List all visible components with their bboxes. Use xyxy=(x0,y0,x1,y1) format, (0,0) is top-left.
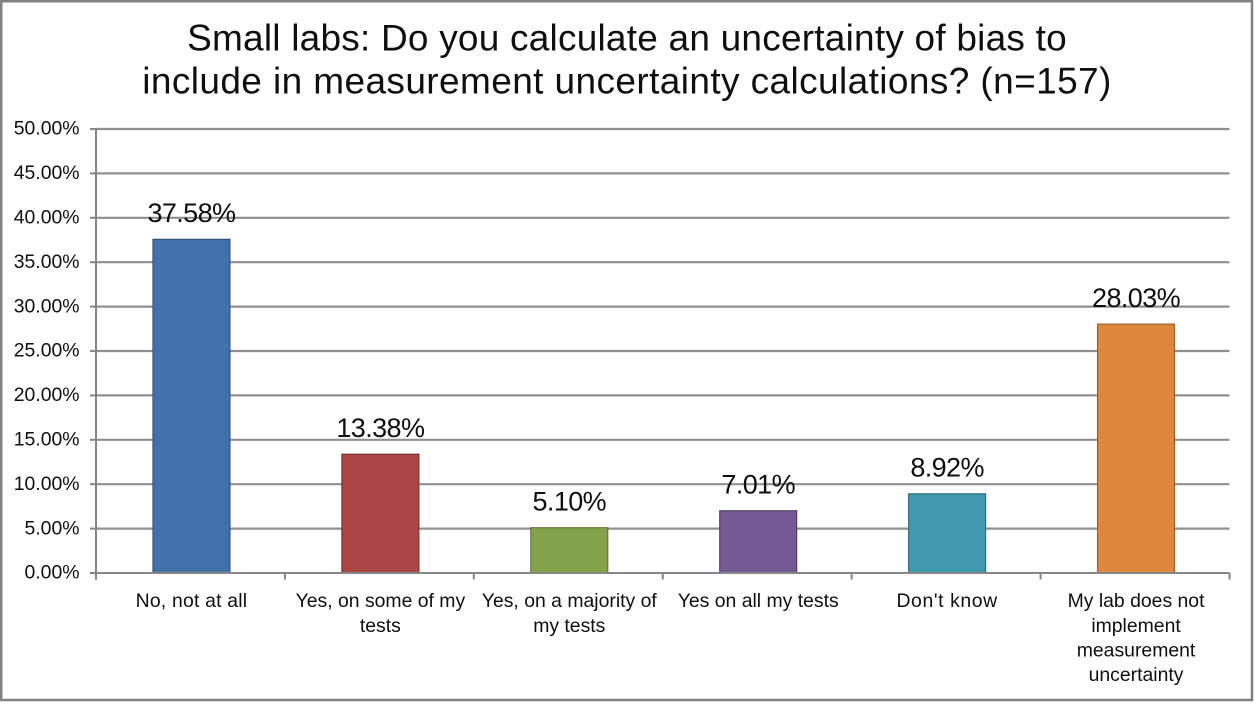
svg-text:implement: implement xyxy=(1091,615,1181,637)
svg-text:35.00%: 35.00% xyxy=(14,251,80,273)
svg-text:Small labs: Do you calculate a: Small labs: Do you calculate an uncertai… xyxy=(187,18,1067,59)
svg-text:Yes, on some of my: Yes, on some of my xyxy=(296,590,466,612)
svg-text:5.10%: 5.10% xyxy=(533,487,607,517)
svg-text:10.00%: 10.00% xyxy=(14,473,80,495)
svg-text:Don't know: Don't know xyxy=(896,590,998,612)
svg-text:13.38%: 13.38% xyxy=(336,413,425,443)
svg-text:20.00%: 20.00% xyxy=(14,384,80,406)
svg-text:40.00%: 40.00% xyxy=(14,207,80,229)
svg-text:7.01%: 7.01% xyxy=(721,470,795,500)
svg-text:include in measurement uncerta: include in measurement uncertainty calcu… xyxy=(142,61,1112,102)
svg-text:0.00%: 0.00% xyxy=(25,562,80,584)
svg-text:5.00%: 5.00% xyxy=(25,517,80,539)
svg-text:37.58%: 37.58% xyxy=(147,198,236,228)
svg-text:25.00%: 25.00% xyxy=(14,340,80,362)
svg-text:45.00%: 45.00% xyxy=(14,162,80,184)
svg-text:Yes on all my tests: Yes on all my tests xyxy=(678,590,839,612)
svg-text:uncertainty: uncertainty xyxy=(1089,664,1184,686)
svg-text:30.00%: 30.00% xyxy=(14,295,80,317)
svg-text:tests: tests xyxy=(360,615,401,637)
svg-text:measurement: measurement xyxy=(1077,639,1196,661)
svg-text:28.03%: 28.03% xyxy=(1092,283,1181,313)
svg-text:8.92%: 8.92% xyxy=(910,453,984,483)
svg-text:50.00%: 50.00% xyxy=(14,118,80,140)
svg-text:my tests: my tests xyxy=(533,615,605,637)
svg-text:My lab does not: My lab does not xyxy=(1068,590,1206,612)
svg-text:15.00%: 15.00% xyxy=(14,429,80,451)
svg-text:No, not at all: No, not at all xyxy=(136,590,248,612)
svg-text:Yes, on a majority of: Yes, on a majority of xyxy=(482,590,658,612)
